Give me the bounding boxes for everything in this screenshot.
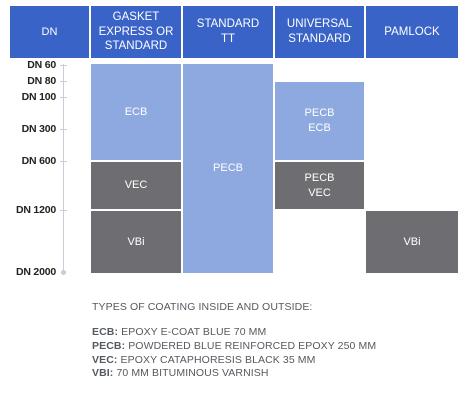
dn-label-60: DN 60 (27, 59, 56, 71)
legend-text: EPOXY E-COAT BLUE 70 MM (121, 326, 267, 338)
legend-text: POWDERED BLUE REINFORCED EPOXY 250 MM (128, 340, 377, 352)
header-gasket: GASKET EXPRESS OR STANDARD (91, 6, 181, 58)
cell-gasket-vec: VEC (91, 162, 181, 209)
legend-text: EPOXY CATAPHORESIS BLACK 35 MM (120, 354, 316, 366)
legend-text: 70 MM BITUMINOUS VARNISH (116, 367, 269, 379)
dn-tick-300 (60, 129, 67, 130)
dn-tick-600 (60, 161, 67, 162)
cell-standard-tt-pecb: PECB (183, 64, 273, 273)
dn-tick-1200 (60, 210, 67, 211)
legend-title: TYPES OF COATING INSIDE AND OUTSIDE: (92, 301, 313, 313)
dn-tick-80 (60, 81, 67, 82)
dn-label-100: DN 100 (21, 91, 57, 103)
header-dn: DN (10, 6, 89, 58)
legend-item-vec: VEC: EPOXY CATAPHORESIS BLACK 35 MM (92, 354, 316, 366)
dn-tick-2000 (61, 270, 66, 275)
legend-code: ECB: (92, 326, 119, 338)
dn-tick-60 (60, 65, 67, 66)
dn-label-1200: DN 1200 (15, 204, 56, 216)
legend-item-vbi: VBI: 70 MM BITUMINOUS VARNISH (92, 367, 269, 379)
cell-gasket-vbi: VBi (91, 211, 181, 273)
cell-universal-pecb-ecb: PECB ECB (275, 82, 364, 160)
cell-universal-pecb-vec: PECB VEC (275, 162, 364, 209)
header-standard-tt: STANDARD TT (183, 6, 273, 58)
dn-label-2000: DN 2000 (15, 266, 56, 278)
dn-axis-line (63, 64, 64, 272)
dn-tick-100 (60, 97, 67, 98)
dn-label-600: DN 600 (21, 155, 57, 167)
legend-code: PECB: (92, 340, 126, 352)
legend-code: VBI: (92, 367, 114, 379)
header-pamlock: PAMLOCK (366, 6, 458, 58)
legend-code: VEC: (92, 354, 118, 366)
cell-pamlock-vbi: VBi (366, 211, 458, 273)
cell-gasket-ecb: ECB (91, 64, 181, 160)
dn-label-300: DN 300 (21, 123, 57, 135)
legend-item-ecb: ECB: EPOXY E-COAT BLUE 70 MM (92, 326, 266, 338)
legend-item-pecb: PECB: POWDERED BLUE REINFORCED EPOXY 250… (92, 340, 376, 352)
header-universal-standard: UNIVERSAL STANDARD (275, 6, 364, 58)
dn-label-80: DN 80 (27, 75, 56, 87)
